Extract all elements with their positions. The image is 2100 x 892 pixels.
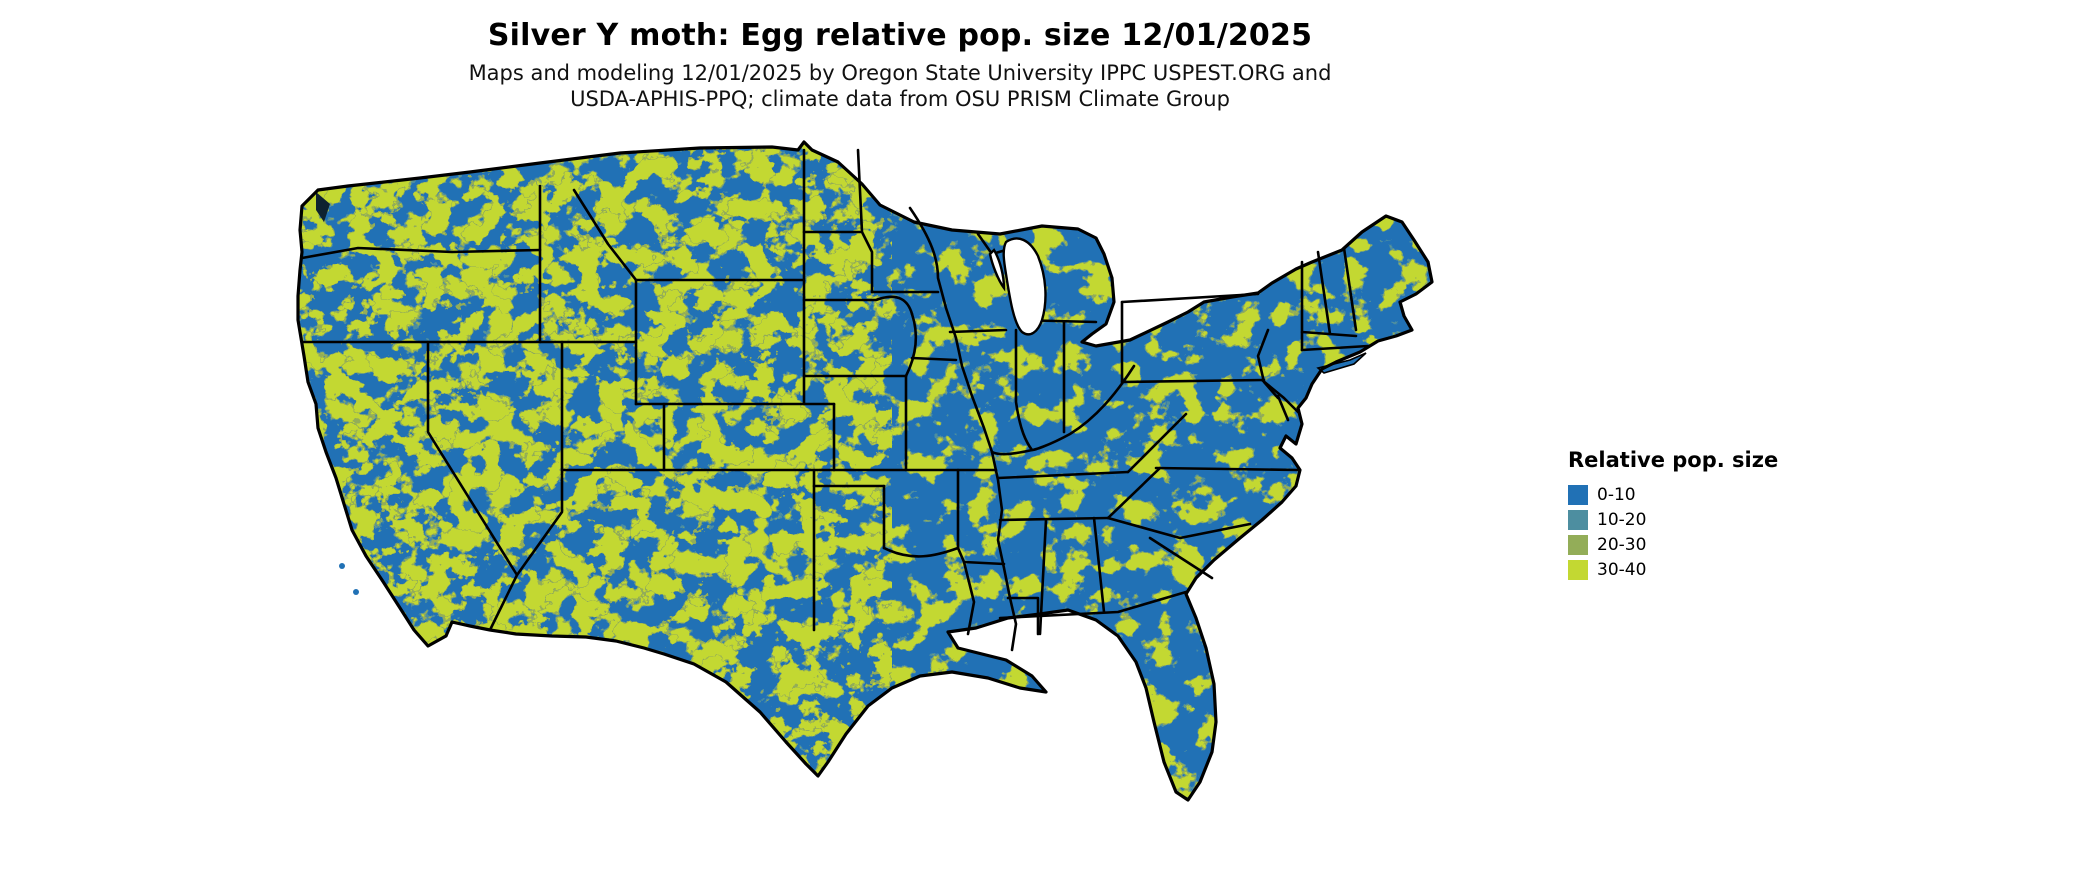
legend-swatch (1568, 534, 1588, 555)
legend-swatch (1568, 559, 1588, 580)
legend-item-label: 10-20 (1597, 509, 1647, 530)
subtitle-line-2: USDA-APHIS-PPQ; climate data from OSU PR… (570, 87, 1230, 111)
legend-swatch (1568, 484, 1588, 505)
subtitle-line-1: Maps and modeling 12/01/2025 by Oregon S… (468, 61, 1332, 85)
long-island (1316, 352, 1367, 374)
legend: Relative pop. size 0-10 10-20 20-30 30-4… (1568, 448, 1778, 582)
map-container (270, 130, 1550, 880)
puget-sound (316, 192, 330, 222)
legend-item: 10-20 (1568, 507, 1778, 532)
legend-item-label: 20-30 (1597, 534, 1647, 555)
page-title: Silver Y moth: Egg relative pop. size 12… (487, 18, 1313, 53)
population-raster-bands (298, 142, 1432, 800)
legend-item-label: 30-40 (1597, 559, 1647, 580)
us-map (296, 140, 1434, 802)
lake-michigan (1002, 237, 1047, 336)
legend-item-label: 0-10 (1597, 484, 1636, 505)
legend-item: 20-30 (1568, 532, 1778, 557)
subtitle: Maps and modeling 12/01/2025 by Oregon S… (0, 60, 1800, 112)
channel-island (339, 563, 345, 569)
legend-item: 30-40 (1568, 557, 1778, 582)
green-bay (988, 248, 1006, 292)
state-borders (300, 148, 1370, 652)
legend-item: 0-10 (1568, 482, 1778, 507)
channel-island (353, 589, 359, 595)
legend-swatch (1568, 509, 1588, 530)
legend-title: Relative pop. size (1568, 448, 1779, 472)
legend-rows: 0-10 10-20 20-30 30-40 (1568, 482, 1778, 582)
